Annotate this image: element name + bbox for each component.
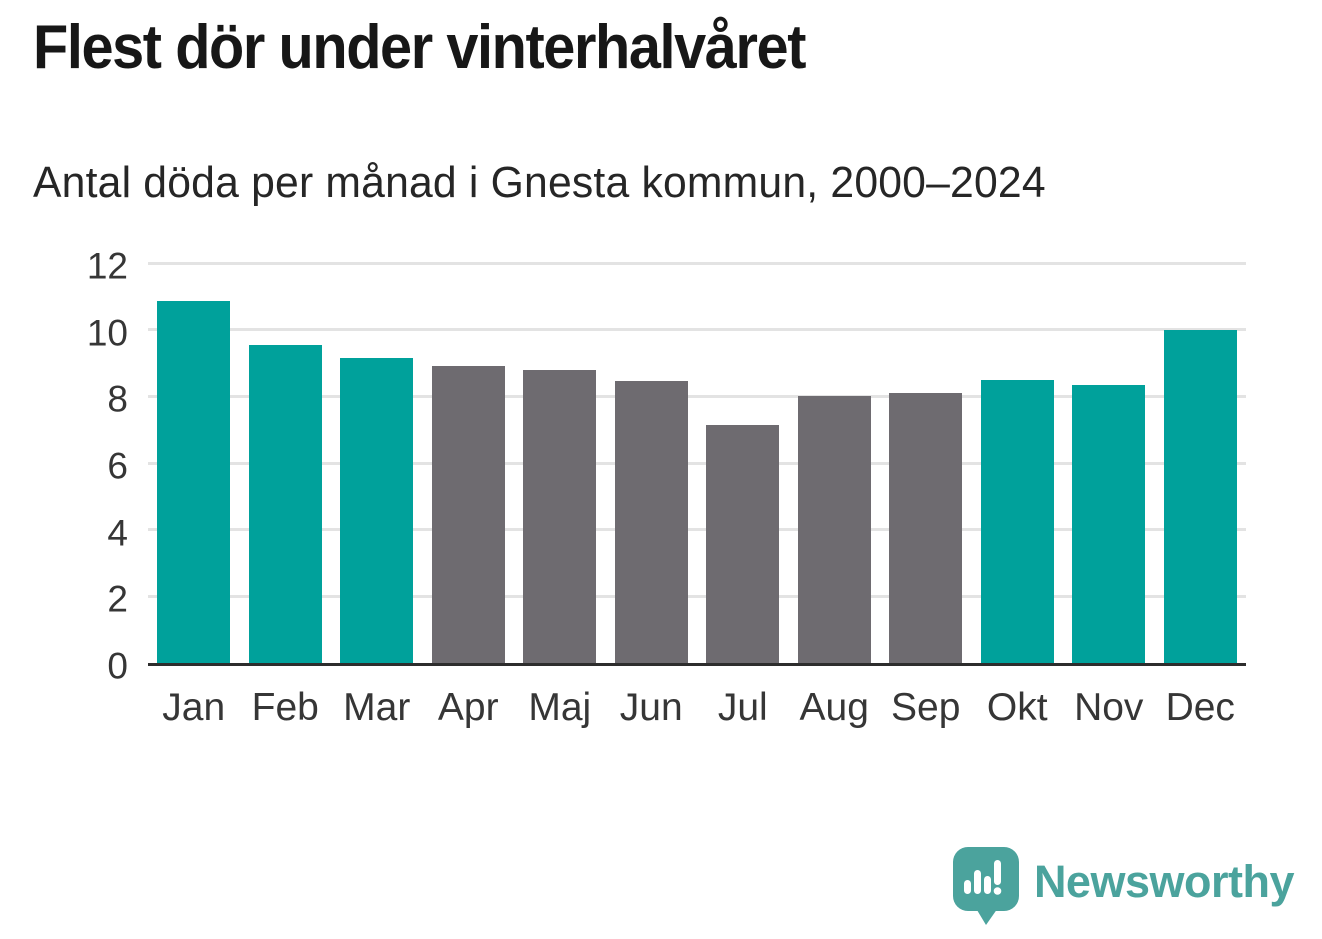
x-tick-label-feb: Feb [251,686,319,729]
y-tick-label-2: 2 [107,578,128,620]
bar-apr [431,366,505,663]
x-tick-label-jan: Jan [162,686,226,729]
x-tick-label-maj: Maj [528,686,592,729]
newsworthy-wordmark: Newsworthy [1033,855,1295,907]
gridline-10 [148,328,1246,332]
y-tick-label-0: 0 [107,645,128,687]
bar-okt [980,379,1054,663]
chart-title: Flest dör under vinterhalvåret [33,13,806,82]
gridline-6 [148,461,1246,465]
chart-subtitle: Antal döda per månad i Gnesta kommun, 20… [33,158,1046,207]
bar-aug [797,396,871,663]
y-tick-label-12: 12 [86,245,128,287]
x-tick-label-dec: Dec [1165,686,1235,729]
y-tick-label-8: 8 [107,378,128,420]
y-axis-labels: 0 2 4 6 8 10 12 [0,248,128,685]
x-tick-label-mar: Mar [343,686,411,729]
bar-jul [706,424,780,663]
bar-jun [614,381,688,663]
y-tick-label-6: 6 [107,445,128,487]
newsworthy-icon [952,847,1019,925]
bar-maj [523,369,597,663]
x-tick-label-okt: Okt [986,686,1048,729]
x-tick-label-apr: Apr [437,686,499,729]
x-tick-label-jul: Jul [717,686,768,729]
bar-feb [248,344,322,663]
bar-mar [340,358,414,663]
bar-sep [889,393,963,663]
gridline-4 [148,528,1246,532]
gridline-8 [148,394,1246,398]
y-tick-label-4: 4 [107,512,128,554]
plot-area [148,261,1246,666]
y-tick-label-10: 10 [86,312,128,354]
bar-dec [1163,329,1237,663]
x-tick-label-sep: Sep [891,686,961,729]
x-tick-label-nov: Nov [1074,686,1144,729]
x-tick-label-jun: Jun [619,686,683,729]
bar-nov [1072,384,1146,663]
bar-jan [157,301,231,663]
gridline-12 [148,261,1246,265]
gridline-2 [148,594,1246,598]
x-tick-label-aug: Aug [799,686,869,729]
newsworthy-logo: Newsworthy [952,847,1295,927]
x-axis-labels: Jan Feb Mar Apr Maj Jun Jul Aug Sep Okt Nov Dec [148,688,1246,738]
